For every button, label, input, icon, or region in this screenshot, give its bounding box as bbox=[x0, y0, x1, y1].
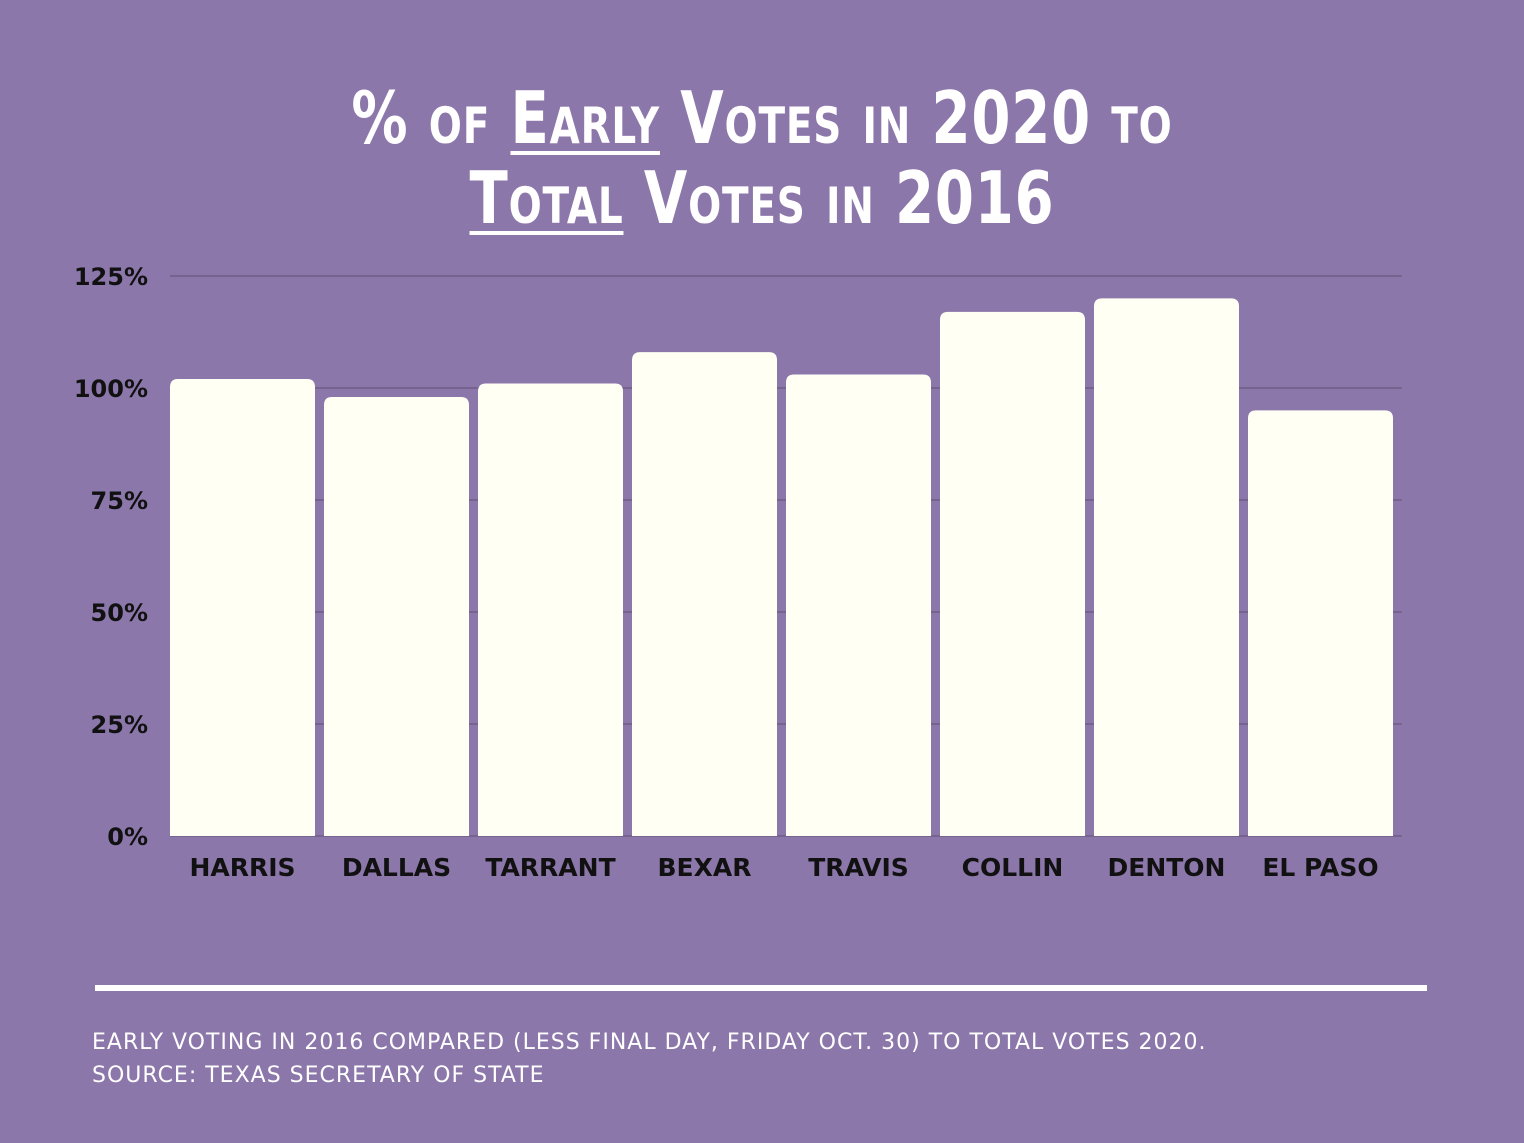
y-tick-label: 125% bbox=[74, 263, 148, 291]
source-note: SOURCE: TEXAS SECRETARY OF STATE bbox=[92, 1063, 545, 1088]
x-tick-label: TRAVIS bbox=[808, 853, 909, 882]
x-tick-label: TARRANT bbox=[485, 853, 615, 882]
title-text: Votes in 2020 to bbox=[659, 76, 1173, 160]
title-underlined-text: Total bbox=[469, 156, 624, 240]
bar bbox=[170, 379, 315, 836]
x-tick-label: HARRIS bbox=[189, 853, 295, 882]
y-tick-label: 50% bbox=[91, 599, 148, 627]
x-tick-label: EL PASO bbox=[1262, 853, 1378, 882]
bar bbox=[632, 352, 777, 836]
y-tick-label: 25% bbox=[91, 711, 148, 739]
title-text: Votes in 2016 bbox=[623, 156, 1055, 240]
x-tick-label: COLLIN bbox=[962, 853, 1064, 882]
bar bbox=[786, 374, 931, 836]
bar bbox=[324, 396, 469, 836]
chart-title-line-2: Total Votes in 2016 bbox=[0, 158, 1524, 238]
y-tick-label: 75% bbox=[91, 487, 148, 515]
x-tick-label: DALLAS bbox=[342, 853, 451, 882]
footnote: EARLY VOTING IN 2016 COMPARED (LESS FINA… bbox=[92, 1030, 1207, 1055]
bar bbox=[940, 311, 1085, 837]
x-tick-label: DENTON bbox=[1108, 853, 1226, 882]
bar bbox=[1248, 410, 1393, 836]
x-tick-label: BEXAR bbox=[657, 853, 751, 882]
divider bbox=[95, 985, 1427, 991]
title-text: % of bbox=[351, 76, 511, 160]
bar-chart: 0% 25% 50% 75% 100% 125% HARRIS DALLAS TARRANT BE… bbox=[74, 263, 1402, 882]
chart-title-line-1: % of Early Votes in 2020 to bbox=[0, 78, 1524, 158]
title-underlined-text: Early bbox=[510, 76, 660, 160]
bar bbox=[1094, 298, 1239, 836]
y-tick-label: 100% bbox=[74, 375, 148, 403]
bar bbox=[478, 383, 623, 836]
y-tick-label: 0% bbox=[107, 823, 148, 851]
